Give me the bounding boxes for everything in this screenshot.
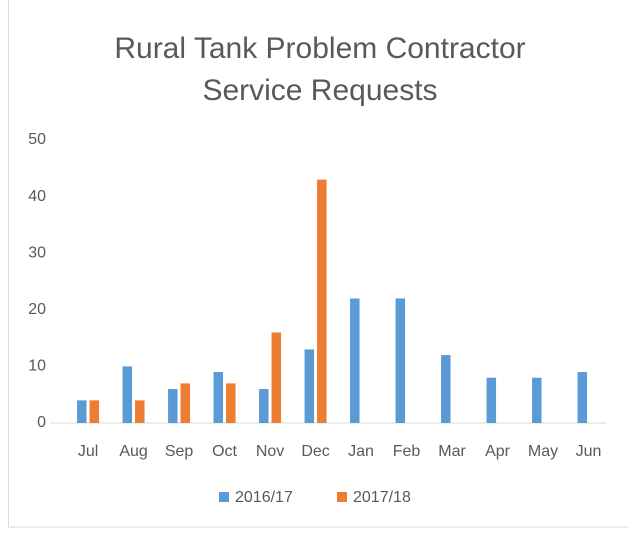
x-tick-label: May xyxy=(528,443,558,460)
legend-label: 2016/17 xyxy=(235,489,293,506)
y-tick-label: 30 xyxy=(28,244,46,261)
x-tick-label: Jan xyxy=(348,443,374,460)
bar xyxy=(180,383,191,423)
y-tick-label: 20 xyxy=(28,301,46,318)
y-tick-label: 50 xyxy=(28,131,46,148)
chart-border xyxy=(8,0,628,528)
bar xyxy=(486,377,497,423)
y-tick-label: 40 xyxy=(28,188,46,205)
x-tick-label: Jun xyxy=(576,443,602,460)
bar xyxy=(271,332,282,423)
x-tick-label: Feb xyxy=(393,443,421,460)
bar xyxy=(317,179,327,423)
chart-title: Rural Tank Problem Contractor Service Re… xyxy=(114,32,526,107)
x-tick-label: Apr xyxy=(485,443,511,460)
bar xyxy=(577,372,588,423)
bar xyxy=(532,377,542,423)
legend-label: 2017/18 xyxy=(353,489,411,506)
bar xyxy=(395,298,406,423)
x-tick-label: Dec xyxy=(301,443,329,460)
legend-swatch xyxy=(219,492,229,502)
bar xyxy=(259,389,269,423)
bar xyxy=(213,372,224,423)
bar xyxy=(135,400,145,423)
x-tick-label: Aug xyxy=(119,443,147,460)
bar xyxy=(89,400,100,423)
y-tick-label: 0 xyxy=(37,414,46,431)
bar xyxy=(226,383,236,423)
bar xyxy=(77,400,87,423)
legend-swatch xyxy=(337,492,347,502)
x-tick-label: Mar xyxy=(438,443,466,460)
bar xyxy=(350,298,360,423)
bar xyxy=(122,366,133,423)
bar xyxy=(441,355,451,423)
bar xyxy=(304,349,315,423)
x-tick-label: Oct xyxy=(212,443,237,460)
x-tick-label: Jul xyxy=(78,443,98,460)
x-tick-label: Sep xyxy=(165,443,194,460)
x-tick-label: Nov xyxy=(256,443,284,460)
y-tick-label: 10 xyxy=(28,358,46,375)
bar xyxy=(168,389,178,423)
